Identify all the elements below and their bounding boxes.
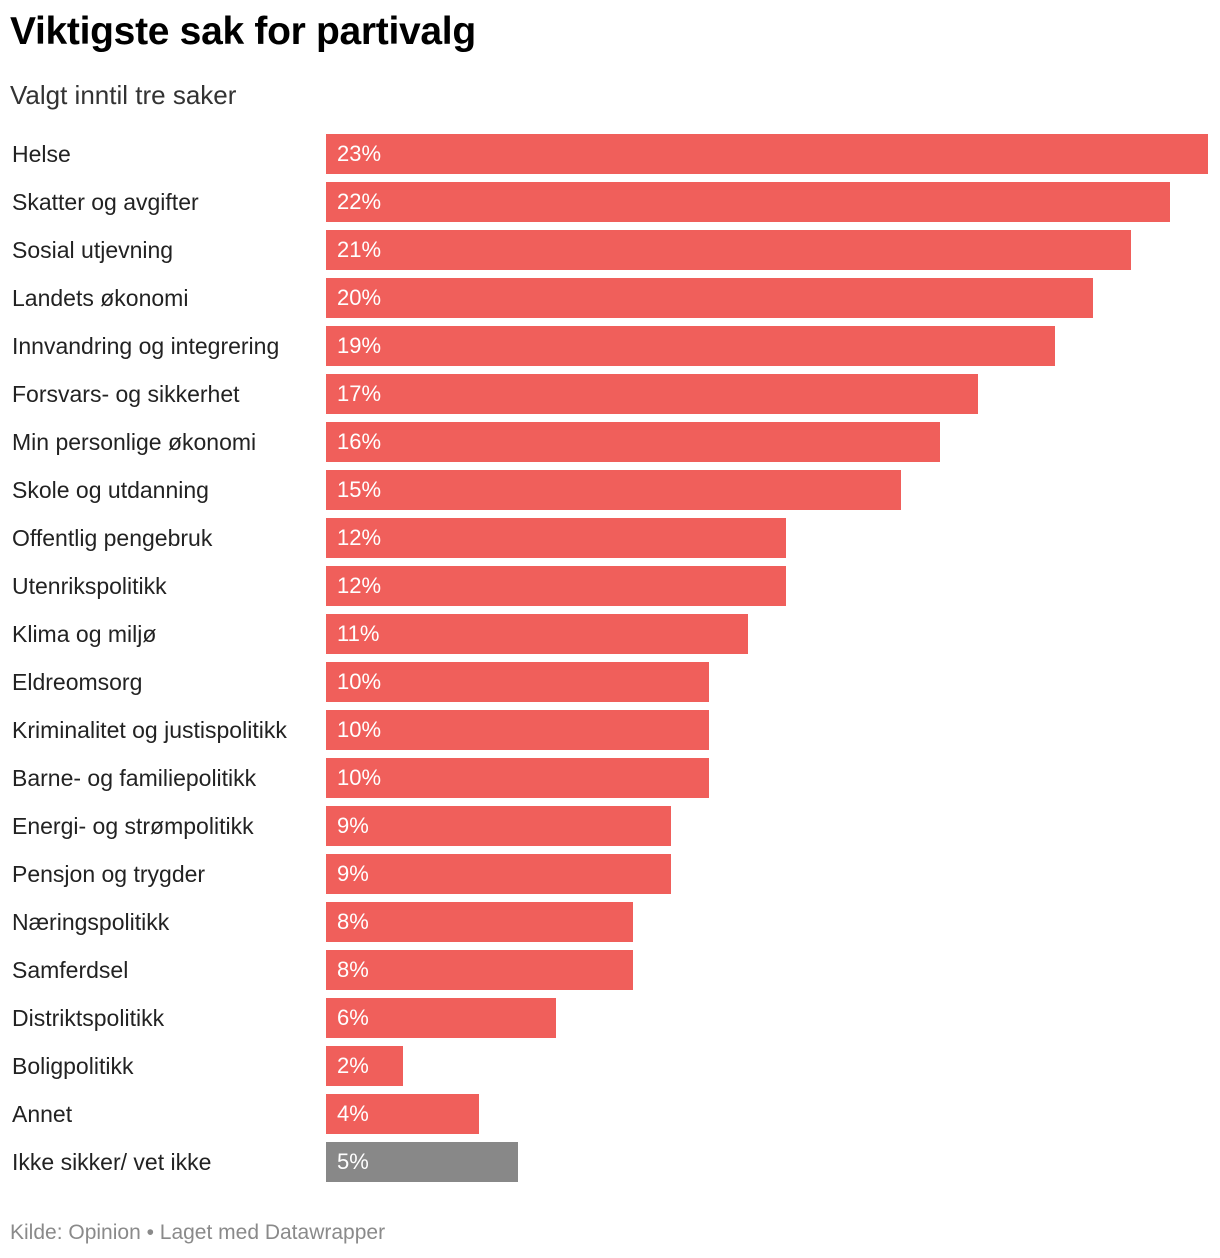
category-label: Samferdsel — [12, 957, 129, 983]
bar — [326, 278, 1093, 318]
bar-value-label: 22% — [337, 189, 382, 214]
bar-value-label: 10% — [337, 669, 382, 694]
bar — [326, 758, 709, 798]
category-label: Klima og miljø — [12, 621, 157, 647]
bar-value-label: 9% — [337, 813, 369, 838]
bar-value-label: 11% — [337, 621, 380, 646]
bar — [326, 182, 1170, 222]
bar-value-label: 12% — [337, 573, 382, 598]
bar — [326, 230, 1131, 270]
chart-title: Viktigste sak for partivalg — [10, 10, 476, 53]
bar — [326, 470, 901, 510]
category-label: Barne- og familiepolitikk — [12, 765, 257, 791]
bar-value-label: 12% — [337, 525, 382, 550]
bar — [326, 950, 633, 990]
category-label: Skatter og avgifter — [12, 189, 199, 215]
bar-row: Annet 4% — [0, 1094, 1220, 1134]
bar — [326, 134, 1208, 174]
bar-row: Barne- og familiepolitikk 10% — [0, 758, 1220, 798]
category-label: Min personlige økonomi — [12, 429, 257, 455]
category-label: Ikke sikker/ vet ikke — [12, 1149, 212, 1175]
category-label: Boligpolitikk — [12, 1053, 134, 1079]
bar — [326, 518, 786, 558]
bar — [326, 614, 748, 654]
bar-value-label: 8% — [337, 957, 369, 982]
bar-value-label: 9% — [337, 861, 369, 886]
bar-row: Ikke sikker/ vet ikke 5% — [0, 1142, 1220, 1182]
bar — [326, 998, 556, 1038]
bar-value-label: 10% — [337, 765, 382, 790]
category-label: Sosial utjevning — [12, 237, 174, 263]
bar — [326, 1046, 403, 1086]
bar-row: Eldreomsorg 10% — [0, 662, 1220, 702]
bar — [326, 422, 940, 462]
category-label: Annet — [12, 1101, 73, 1127]
bar-value-label: 16% — [337, 429, 382, 454]
bar-value-label: 17% — [337, 381, 382, 406]
category-label: Skole og utdanning — [12, 477, 209, 503]
bar-row: Pensjon og trygder 9% — [0, 854, 1220, 894]
category-label: Næringspolitikk — [12, 909, 170, 935]
category-label: Forsvars- og sikkerhet — [12, 381, 240, 407]
bar-row: Offentlig pengebruk 12% — [0, 518, 1220, 558]
bar — [326, 566, 786, 606]
bar-value-label: 5% — [337, 1149, 369, 1174]
category-label: Landets økonomi — [12, 285, 189, 311]
bar-value-label: 8% — [337, 909, 369, 934]
bar-row: Kriminalitet og justispolitikk 10% — [0, 710, 1220, 750]
bar-value-label: 19% — [337, 333, 382, 358]
bar-row: Klima og miljø 11% — [0, 614, 1220, 654]
bar-row: Innvandring og integrering 19% — [0, 326, 1220, 366]
bar-row: Boligpolitikk 2% — [0, 1046, 1220, 1086]
bar — [326, 374, 978, 414]
bar — [326, 902, 633, 942]
bar-value-label: 2% — [337, 1053, 369, 1078]
category-label: Eldreomsorg — [12, 669, 143, 695]
bar-row: Min personlige økonomi 16% — [0, 422, 1220, 462]
bar — [326, 662, 709, 702]
bar — [326, 1142, 518, 1182]
bar-row: Forsvars- og sikkerhet 17% — [0, 374, 1220, 414]
bar-row: Landets økonomi 20% — [0, 278, 1220, 318]
bar-value-label: 4% — [337, 1101, 369, 1126]
bar-value-label: 10% — [337, 717, 382, 742]
bar-value-label: 15% — [337, 477, 382, 502]
source-footer: Kilde: Opinion • Laget med Datawrapper — [10, 1221, 386, 1244]
category-label: Helse — [12, 141, 71, 167]
bar-row: Sosial utjevning 21% — [0, 230, 1220, 270]
bar-row: Utenrikspolitikk 12% — [0, 566, 1220, 606]
category-label: Kriminalitet og justispolitikk — [12, 717, 287, 743]
category-label: Energi- og strømpolitikk — [12, 813, 254, 839]
category-label: Utenrikspolitikk — [12, 573, 167, 599]
bar — [326, 326, 1055, 366]
bar-row: Helse 23% — [0, 134, 1220, 174]
bar — [326, 710, 709, 750]
bar-row: Skatter og avgifter 22% — [0, 182, 1220, 222]
bar-value-label: 6% — [337, 1005, 369, 1030]
bar-row: Skole og utdanning 15% — [0, 470, 1220, 510]
bar — [326, 1094, 479, 1134]
bar-value-label: 20% — [337, 285, 382, 310]
bar-row: Samferdsel 8% — [0, 950, 1220, 990]
category-label: Offentlig pengebruk — [12, 525, 213, 551]
category-label: Distriktspolitikk — [12, 1005, 165, 1031]
bar-row: Næringspolitikk 8% — [0, 902, 1220, 942]
bar — [326, 854, 671, 894]
bar-row: Energi- og strømpolitikk 9% — [0, 806, 1220, 846]
bar-value-label: 21% — [337, 237, 382, 262]
bar-value-label: 23% — [337, 141, 382, 166]
bar — [326, 806, 671, 846]
bar-row: Distriktspolitikk 6% — [0, 998, 1220, 1038]
chart-subtitle: Valgt inntil tre saker — [10, 80, 237, 110]
category-label: Innvandring og integrering — [12, 333, 280, 359]
category-label: Pensjon og trygder — [12, 861, 206, 887]
